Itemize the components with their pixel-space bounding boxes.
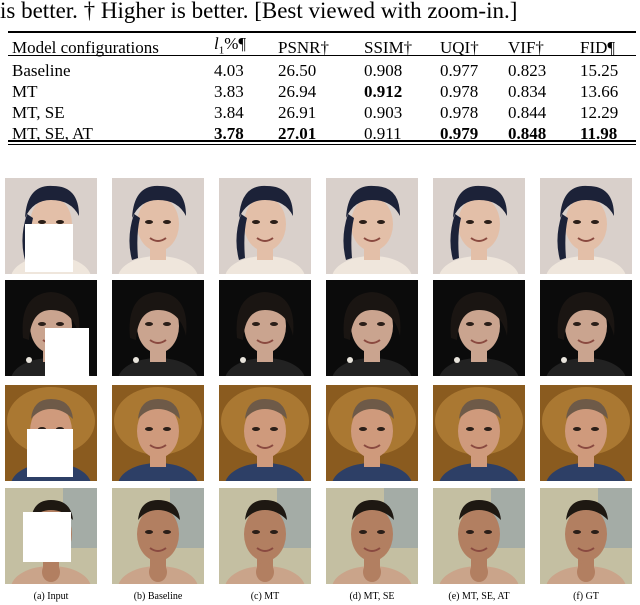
face-thumbnail bbox=[433, 178, 525, 274]
face-thumbnail bbox=[433, 385, 525, 481]
header-vif: VIF† bbox=[508, 37, 544, 57]
table-bottom-rule bbox=[8, 140, 636, 142]
row-value-uqi: 0.977 bbox=[440, 61, 479, 81]
face-thumbnail bbox=[5, 385, 97, 481]
row-value-psnr: 26.94 bbox=[278, 82, 317, 102]
missing-region-mask bbox=[27, 429, 73, 477]
row-value-ssim: 0.903 bbox=[364, 103, 403, 123]
face-thumbnail bbox=[326, 280, 418, 376]
face-thumbnail bbox=[5, 488, 97, 584]
row-value-ssim: 0.908 bbox=[364, 61, 403, 81]
row-value-vif: 0.848 bbox=[508, 124, 547, 144]
header-l1-suffix: %¶ bbox=[224, 34, 247, 53]
header-uqi: UQI† bbox=[440, 37, 479, 57]
face-thumbnail bbox=[5, 178, 97, 274]
row-value-psnr: 26.91 bbox=[278, 103, 317, 123]
table-bottom-rule-2 bbox=[8, 144, 636, 145]
face-thumbnail bbox=[219, 178, 311, 274]
row-value-l1: 4.03 bbox=[214, 61, 244, 81]
missing-region-mask bbox=[45, 328, 89, 376]
row-value-fid: 13.66 bbox=[580, 82, 619, 102]
face-thumbnail bbox=[219, 385, 311, 481]
face-thumbnail bbox=[326, 385, 418, 481]
header-l1-sub: 1 bbox=[218, 44, 225, 57]
face-thumbnail bbox=[540, 385, 632, 481]
missing-region-mask bbox=[25, 224, 73, 272]
row-config: MT, SE, AT bbox=[12, 124, 93, 144]
table-top-rule bbox=[8, 31, 636, 33]
row-value-psnr: 26.50 bbox=[278, 61, 317, 81]
row-value-uqi: 0.978 bbox=[440, 103, 479, 123]
column-label: (e) MT, SE, AT bbox=[448, 591, 510, 602]
row-config: MT bbox=[12, 82, 38, 102]
header-ssim: SSIM† bbox=[364, 37, 413, 57]
face-thumbnail bbox=[540, 488, 632, 584]
column-label: (d) MT, SE bbox=[349, 591, 395, 602]
row-value-ssim: 0.911 bbox=[364, 124, 402, 144]
face-thumbnail bbox=[112, 385, 204, 481]
header-config: Model configurations bbox=[12, 37, 159, 57]
face-thumbnail bbox=[219, 488, 311, 584]
row-value-fid: 12.29 bbox=[580, 103, 619, 123]
table-header-rule bbox=[8, 55, 636, 56]
face-thumbnail bbox=[433, 488, 525, 584]
header-l1: l1%¶ bbox=[214, 34, 278, 60]
caption-fragment: is better. † Higher is better. [Best vie… bbox=[0, 0, 518, 23]
row-config: MT, SE bbox=[12, 103, 65, 123]
row-value-vif: 0.823 bbox=[508, 61, 547, 81]
results-table: Model configurations l1%¶ PSNR† SSIM† UQ… bbox=[12, 34, 632, 144]
row-value-l1: 3.84 bbox=[214, 103, 244, 123]
missing-region-mask bbox=[23, 512, 71, 562]
row-value-ssim: 0.912 bbox=[364, 82, 403, 102]
face-thumbnail bbox=[540, 178, 632, 274]
row-value-uqi: 0.979 bbox=[440, 124, 479, 144]
column-label: (f) GT bbox=[573, 591, 599, 602]
row-value-l1: 3.78 bbox=[214, 124, 244, 144]
row-value-fid: 11.98 bbox=[580, 124, 618, 144]
table-row: MT 3.83 26.94 0.912 0.978 0.834 13.66 bbox=[12, 81, 632, 102]
row-value-vif: 0.834 bbox=[508, 82, 547, 102]
column-label: (c) MT bbox=[250, 591, 280, 602]
header-psnr: PSNR† bbox=[278, 37, 330, 57]
row-value-l1: 3.83 bbox=[214, 82, 244, 102]
row-value-uqi: 0.978 bbox=[440, 82, 479, 102]
face-thumbnail bbox=[433, 280, 525, 376]
face-thumbnail bbox=[112, 280, 204, 376]
table-row: Baseline 4.03 26.50 0.908 0.977 0.823 15.25 bbox=[12, 60, 632, 81]
row-value-fid: 15.25 bbox=[580, 61, 619, 81]
face-thumbnail bbox=[112, 488, 204, 584]
row-config: Baseline bbox=[12, 61, 71, 81]
row-value-vif: 0.844 bbox=[508, 103, 547, 123]
table-row: MT, SE, AT 3.78 27.01 0.911 0.979 0.848 11.98 bbox=[12, 123, 632, 144]
header-l1-symbol: l bbox=[214, 34, 219, 53]
face-thumbnail bbox=[112, 178, 204, 274]
header-fid: FID¶ bbox=[580, 37, 616, 57]
table-header-row: Model configurations l1%¶ PSNR† SSIM† UQ… bbox=[12, 34, 632, 60]
table-body: Baseline 4.03 26.50 0.908 0.977 0.823 15.25 MT 3… bbox=[12, 60, 632, 144]
face-thumbnail bbox=[219, 280, 311, 376]
column-label: (a) Input bbox=[33, 591, 69, 602]
face-thumbnail bbox=[5, 280, 97, 376]
table-row: MT, SE 3.84 26.91 0.903 0.978 0.844 12.29 bbox=[12, 102, 632, 123]
row-value-psnr: 27.01 bbox=[278, 124, 317, 144]
face-thumbnail bbox=[326, 178, 418, 274]
column-label: (b) Baseline bbox=[133, 591, 183, 602]
face-thumbnail bbox=[540, 280, 632, 376]
face-thumbnail bbox=[326, 488, 418, 584]
